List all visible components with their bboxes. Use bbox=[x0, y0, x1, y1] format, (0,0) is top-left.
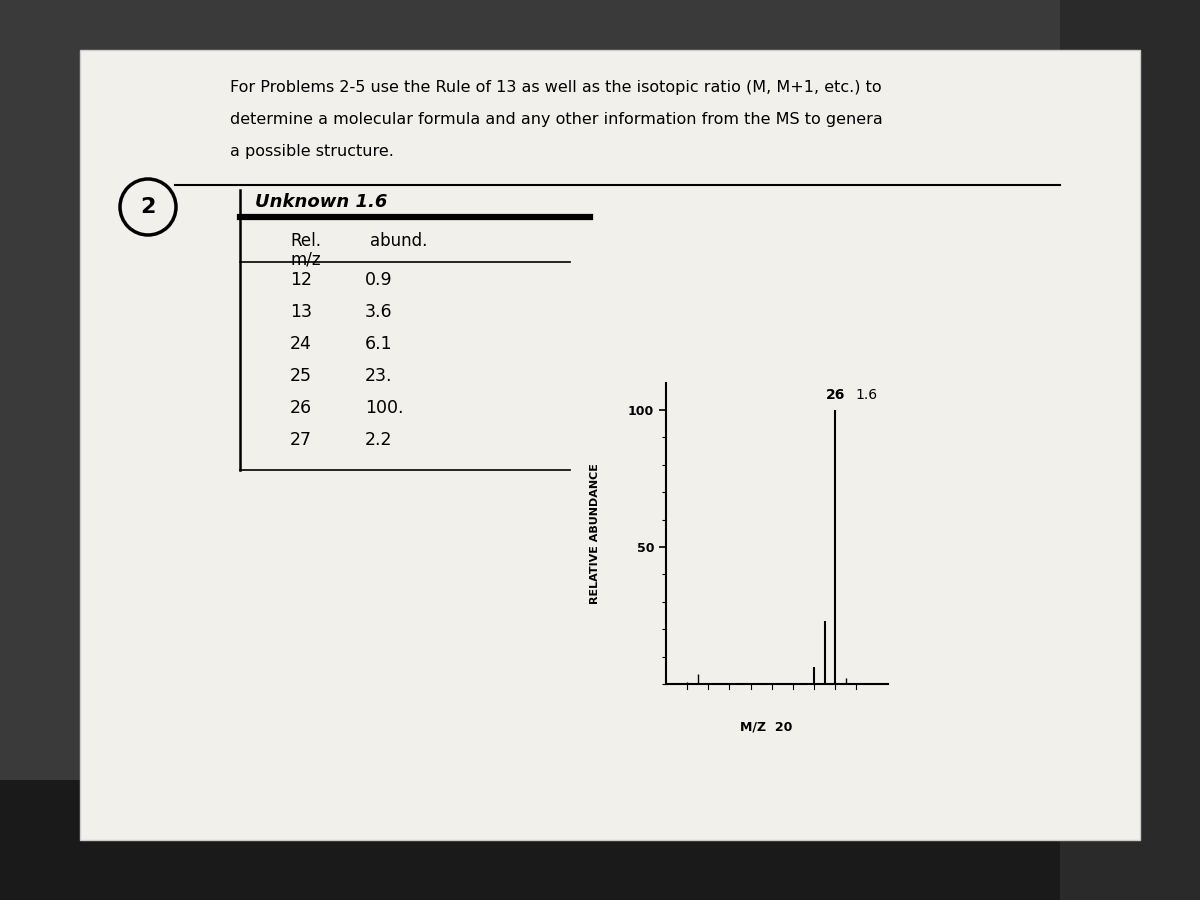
Text: 24: 24 bbox=[290, 335, 312, 353]
FancyBboxPatch shape bbox=[1060, 0, 1200, 900]
Text: For Problems 2-5 use the Rule of 13 as well as the isotopic ratio (M, M+1, etc.): For Problems 2-5 use the Rule of 13 as w… bbox=[230, 80, 882, 95]
Text: 26: 26 bbox=[290, 399, 312, 417]
Text: m/z: m/z bbox=[290, 250, 320, 268]
Text: abund.: abund. bbox=[370, 232, 427, 250]
Text: 2.2: 2.2 bbox=[365, 431, 392, 449]
FancyBboxPatch shape bbox=[0, 780, 1200, 900]
FancyBboxPatch shape bbox=[80, 50, 1140, 840]
Text: 26: 26 bbox=[826, 388, 845, 401]
Text: 3.6: 3.6 bbox=[365, 303, 392, 321]
Text: determine a molecular formula and any other information from the MS to genera: determine a molecular formula and any ot… bbox=[230, 112, 883, 127]
Text: 6.1: 6.1 bbox=[365, 335, 392, 353]
Text: 1.6: 1.6 bbox=[856, 388, 878, 401]
Text: 100.: 100. bbox=[365, 399, 403, 417]
Text: Unknown 1.6: Unknown 1.6 bbox=[256, 193, 388, 211]
Text: 23.: 23. bbox=[365, 367, 392, 385]
Text: 12: 12 bbox=[290, 271, 312, 289]
Text: RELATIVE ABUNDANCE: RELATIVE ABUNDANCE bbox=[590, 463, 600, 604]
Text: 27: 27 bbox=[290, 431, 312, 449]
Text: Rel.: Rel. bbox=[290, 232, 322, 250]
Text: a possible structure.: a possible structure. bbox=[230, 144, 394, 159]
Text: 2: 2 bbox=[140, 197, 156, 217]
Text: 25: 25 bbox=[290, 367, 312, 385]
Text: 13: 13 bbox=[290, 303, 312, 321]
Text: 0.9: 0.9 bbox=[365, 271, 392, 289]
Text: M/Z  20: M/Z 20 bbox=[739, 720, 792, 733]
